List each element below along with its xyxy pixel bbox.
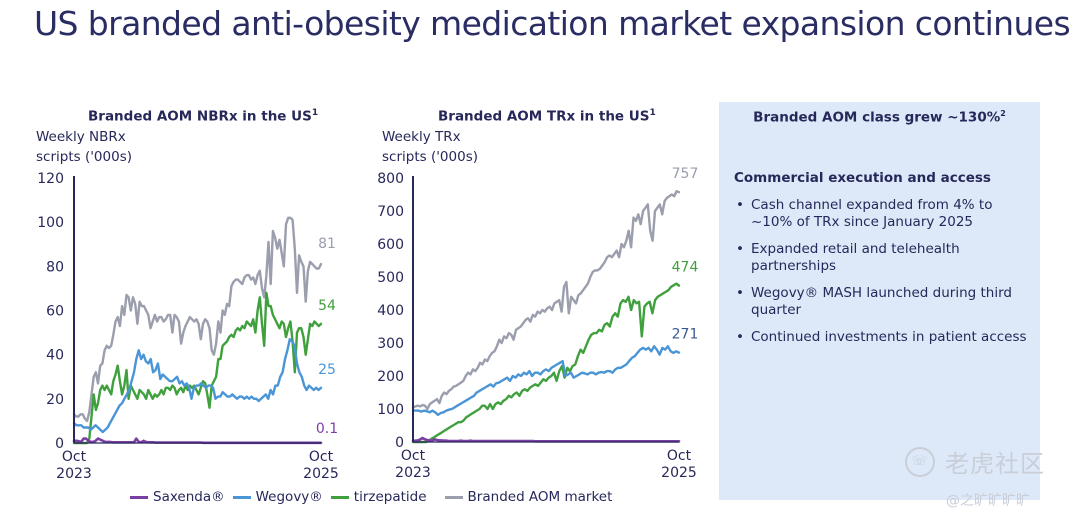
legend-label-wegovy: Wegovy® — [255, 489, 323, 505]
bullet-text: Continued investments in patient access — [751, 329, 1027, 345]
legend-item-tirzepatide: tirzepatide — [330, 489, 427, 505]
bullet-icon: • — [736, 329, 744, 345]
legend-item-saxenda: Saxenda® — [130, 489, 225, 505]
nbrx-y-axis-label: Weekly NBRx scripts ('000s) — [36, 127, 132, 167]
nbrx-series-tirzepatide — [72, 291, 323, 445]
nbrx-y-tick-label: 100 — [37, 215, 64, 231]
nbrx-y-axis-label-line2: scripts ('000s) — [36, 149, 132, 165]
trx-x-tick-label: Oct — [667, 448, 692, 464]
nbrx-series-saxenda — [72, 437, 323, 445]
panel-subtitle: Commercial execution and access — [734, 170, 991, 186]
trx-y-tick-label: 600 — [377, 237, 404, 253]
legend-swatch-tirzepatide — [330, 495, 349, 499]
trx-end-label-market: 757 — [672, 166, 699, 182]
bullet-icon: • — [736, 285, 744, 301]
bullet-text: Cash channel expanded from 4% to ~10% of… — [751, 197, 993, 230]
watermark-text: 老虎社区 — [945, 450, 1045, 478]
trx-y-tick-label: 800 — [377, 171, 404, 187]
trx-series-market — [411, 189, 681, 411]
legend-label-market: Branded AOM market — [467, 489, 613, 505]
trx-y-tick-label: 400 — [377, 303, 404, 319]
nbrx-x-tick-label: Oct — [62, 449, 87, 465]
nbrx-y-axis-label-line1: Weekly NBRx — [36, 129, 126, 145]
bullet-item: • Wegovy® MASH launched during third quar… — [734, 285, 1034, 319]
trx-y-tick-label: 700 — [377, 204, 404, 220]
footnote-marker: 1 — [311, 108, 319, 118]
footnote-marker: 2 — [1000, 109, 1006, 118]
watermark: ☏ 老虎社区 — [905, 444, 1045, 479]
trx-y-tick-label: 500 — [377, 270, 404, 286]
trx-end-label-wegovy: 271 — [672, 327, 699, 343]
trx-y-tick-label: 0 — [395, 435, 404, 451]
trx-y-axis-label: Weekly TRx scripts ('000s) — [382, 127, 478, 167]
bullet-text: Expanded retail and telehealth partnersh… — [751, 241, 960, 274]
bullet-list: • Cash channel expanded from 4% to ~10% o… — [734, 197, 1034, 356]
trx-x-tick-label: 2025 — [661, 465, 697, 481]
legend-swatch-saxenda — [130, 495, 148, 499]
legend-item-wegovy: Wegovy® — [232, 489, 323, 505]
trx-x-tick-label: 2023 — [395, 465, 431, 481]
legend-swatch-market — [444, 495, 463, 499]
tiger-logo-icon: ☏ — [905, 446, 935, 477]
bullet-icon: • — [736, 241, 744, 257]
nbrx-y-tick-label: 0 — [55, 436, 64, 452]
nbrx-y-tick-label: 60 — [46, 304, 64, 320]
nbrx-x-tick-label: 2023 — [56, 466, 92, 482]
nbrx-end-label-tirzepatide: 54 — [318, 298, 336, 314]
trx-y-tick-label: 200 — [377, 369, 404, 385]
trx-y-tick-label: 100 — [377, 402, 404, 418]
legend-item-market: Branded AOM market — [444, 489, 613, 505]
nbrx-end-label-saxenda: 0.1 — [316, 421, 338, 437]
bullet-text: Wegovy® MASH launched during third quart… — [751, 285, 1012, 318]
nbrx-y-tick-label: 120 — [37, 171, 64, 187]
summary-panel: Branded AOM class grew ~130%2 Commercial… — [719, 102, 1040, 500]
trx-end-label-tirzepatide: 474 — [672, 260, 699, 276]
trx-chart-title: Branded AOM TRx in the US1 — [438, 108, 656, 125]
trx-series-saxenda — [411, 436, 681, 443]
bullet-item: • Expanded retail and telehealth partners… — [734, 241, 1034, 275]
nbrx-series-market — [72, 216, 323, 423]
watermark-handle: @之旷旷旷旷 — [946, 493, 1030, 509]
nbrx-chart-title-text: Branded AOM NBRx in the US — [88, 108, 312, 125]
trx-y-axis-label-line2: scripts ('000s) — [382, 149, 478, 165]
nbrx-y-tick-label: 40 — [46, 348, 64, 364]
trx-series-wegovy — [411, 345, 681, 417]
chart-legend: Saxenda® Wegovy® tirzepatide Branded AOM… — [130, 489, 620, 505]
legend-label-saxenda: Saxenda® — [153, 489, 225, 505]
nbrx-end-label-wegovy: 25 — [318, 362, 336, 378]
panel-title: Branded AOM class grew ~130%2 — [719, 109, 1040, 126]
nbrx-x-tick-label: 2025 — [303, 466, 339, 482]
nbrx-chart-title: Branded AOM NBRx in the US1 — [88, 108, 318, 125]
panel-title-text: Branded AOM class grew ~130% — [753, 109, 1001, 126]
trx-chart-title-text: Branded AOM TRx in the US — [438, 108, 650, 125]
footnote-marker: 1 — [649, 108, 656, 118]
nbrx-x-tick-label: Oct — [309, 449, 334, 465]
trx-y-tick-label: 300 — [377, 336, 404, 352]
nbrx-y-tick-label: 80 — [46, 259, 64, 275]
nbrx-end-label-market: 81 — [318, 236, 336, 252]
legend-swatch-wegovy — [232, 495, 251, 499]
nbrx-y-tick-label: 20 — [46, 392, 64, 408]
bullet-item: • Cash channel expanded from 4% to ~10% o… — [734, 197, 1034, 231]
nbrx-series-wegovy — [72, 338, 323, 434]
trx-y-axis-label-line1: Weekly TRx — [382, 129, 461, 145]
bullet-item: • Continued investments in patient access — [734, 329, 1034, 346]
trx-series-tirzepatide — [411, 282, 681, 444]
bullet-icon: • — [736, 197, 744, 213]
page-title: US branded anti-obesity medication marke… — [34, 4, 1071, 43]
trx-x-tick-label: Oct — [401, 448, 426, 464]
legend-label-tirzepatide: tirzepatide — [353, 489, 427, 505]
